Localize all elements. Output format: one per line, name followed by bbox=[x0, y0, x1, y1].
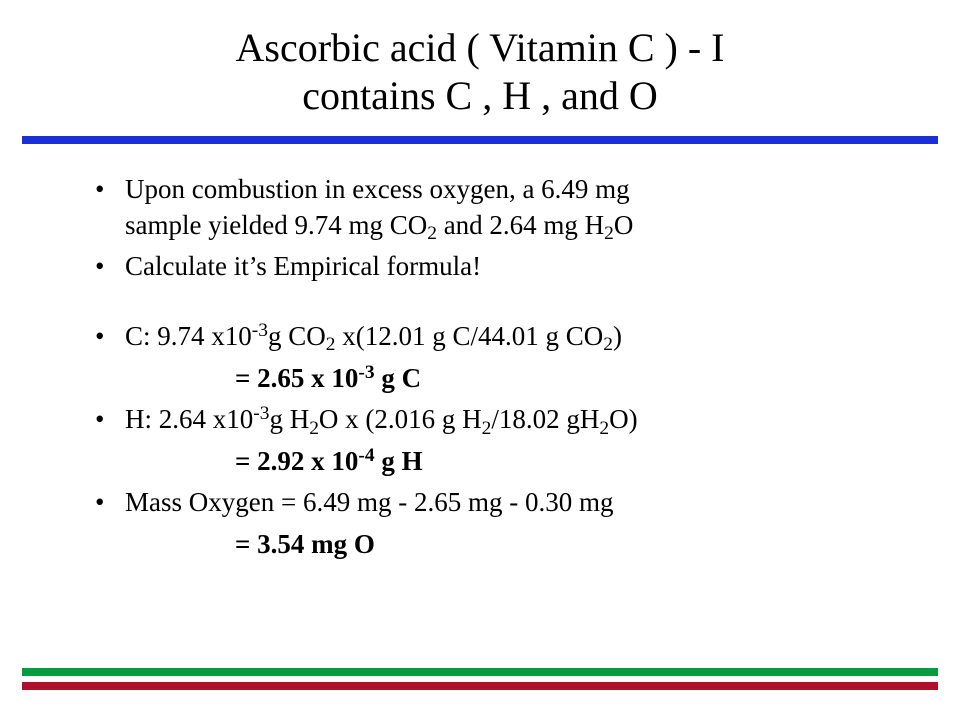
result-4: = 2.92 x 10-4 g H bbox=[125, 444, 900, 480]
text: g H bbox=[375, 446, 423, 476]
text: O x (2.016 g H bbox=[319, 404, 482, 434]
result-5: = 3.54 mg O bbox=[125, 527, 900, 563]
bullet-4: H: 2.64 x10-3g H2O x (2.016 g H2/18.02 g… bbox=[95, 402, 900, 438]
slide: Ascorbic acid ( Vitamin C ) - I contains… bbox=[0, 0, 960, 720]
title-underline bbox=[22, 136, 938, 144]
footer-bar-red bbox=[22, 682, 938, 690]
footer-bar-green bbox=[22, 668, 938, 676]
text: g H bbox=[269, 404, 309, 434]
bullet-list: Upon combustion in excess oxygen, a 6.49… bbox=[95, 172, 900, 355]
bullet-5: Mass Oxygen = 6.49 mg - 2.65 mg - 0.30 m… bbox=[95, 485, 900, 521]
subscript: 2 bbox=[482, 418, 492, 439]
bullet-list-2: H: 2.64 x10-3g H2O x (2.016 g H2/18.02 g… bbox=[95, 402, 900, 438]
subscript: 2 bbox=[599, 418, 609, 439]
bullet-3: C: 9.74 x10-3g CO2 x(12.01 g C/44.01 g C… bbox=[95, 319, 900, 355]
text: C: 9.74 x10 bbox=[125, 321, 252, 351]
superscript: -3 bbox=[252, 320, 268, 341]
text: Upon combustion in excess oxygen, a 6.49… bbox=[125, 174, 630, 204]
text: Mass Oxygen = 6.49 mg - 2.65 mg - 0.30 m… bbox=[125, 487, 613, 517]
text: sample yielded 9.74 mg CO bbox=[125, 210, 427, 240]
title-line-1: Ascorbic acid ( Vitamin C ) - I bbox=[236, 25, 725, 70]
text: g C bbox=[375, 363, 422, 393]
subscript: 2 bbox=[309, 418, 319, 439]
text: Calculate it’s Empirical formula! bbox=[125, 251, 481, 281]
slide-title: Ascorbic acid ( Vitamin C ) - I contains… bbox=[0, 0, 960, 130]
bullet-list-3: Mass Oxygen = 6.49 mg - 2.65 mg - 0.30 m… bbox=[95, 485, 900, 521]
subscript: 2 bbox=[427, 223, 437, 244]
footer-accent-bars bbox=[22, 662, 938, 690]
subscript: 2 bbox=[604, 223, 614, 244]
superscript: -3 bbox=[358, 362, 374, 383]
subscript: 2 bbox=[326, 334, 336, 355]
superscript: -4 bbox=[358, 445, 374, 466]
bullet-2: Calculate it’s Empirical formula! bbox=[95, 249, 900, 285]
text: H: 2.64 x10 bbox=[125, 404, 253, 434]
blank-line bbox=[95, 291, 900, 313]
text: /18.02 gH bbox=[491, 404, 599, 434]
slide-body: Upon combustion in excess oxygen, a 6.49… bbox=[0, 144, 960, 563]
text: = 3.54 mg O bbox=[235, 529, 375, 559]
bullet-1: Upon combustion in excess oxygen, a 6.49… bbox=[95, 172, 900, 243]
text: O bbox=[614, 210, 634, 240]
text: = 2.92 x 10 bbox=[235, 446, 358, 476]
text: O) bbox=[609, 404, 638, 434]
text: = 2.65 x 10 bbox=[235, 363, 358, 393]
result-3: = 2.65 x 10-3 g C bbox=[125, 361, 900, 397]
title-line-2: contains C , H , and O bbox=[302, 73, 658, 118]
superscript: -3 bbox=[253, 403, 269, 424]
text: ) bbox=[613, 321, 622, 351]
text: and 2.64 mg H bbox=[437, 210, 604, 240]
text: x(12.01 g C/44.01 g CO bbox=[335, 321, 603, 351]
text: g CO bbox=[268, 321, 326, 351]
subscript: 2 bbox=[603, 334, 613, 355]
